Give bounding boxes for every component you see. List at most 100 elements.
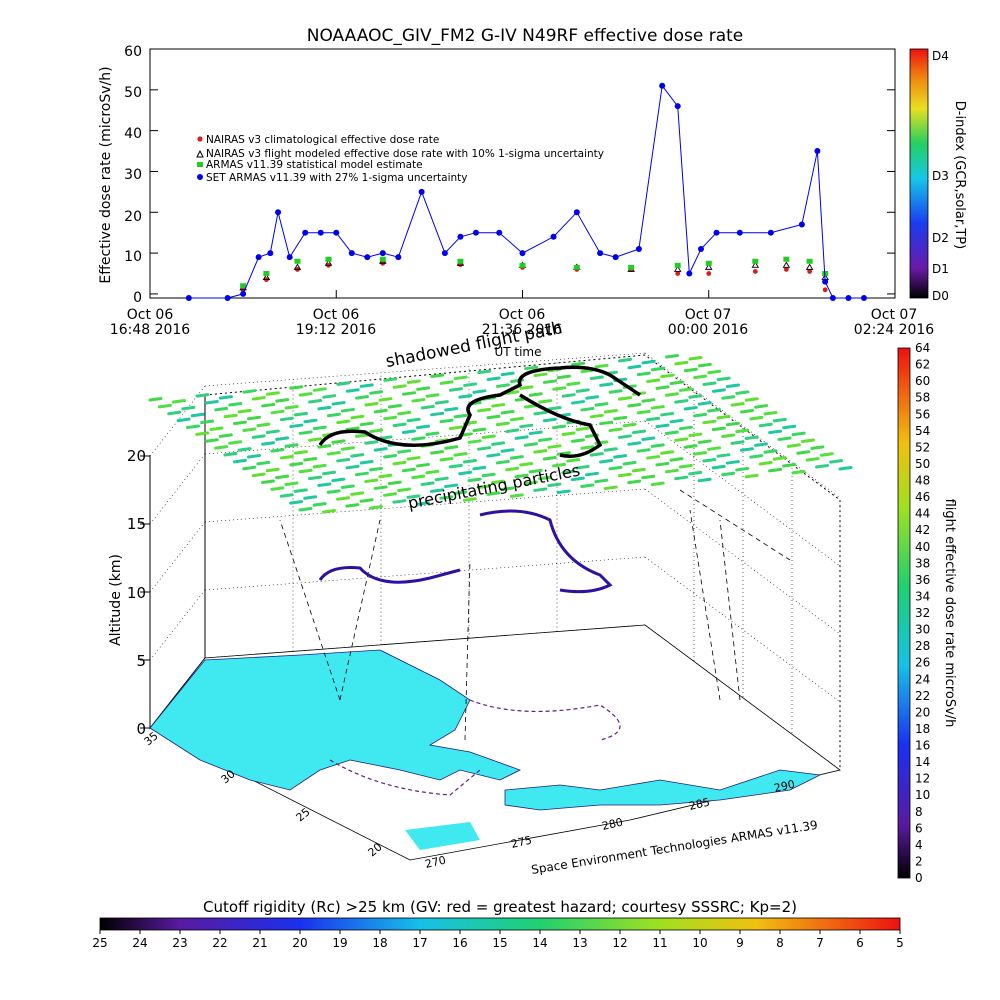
rigidity-tick-label: 10 xyxy=(692,936,707,950)
set-armas-point xyxy=(317,229,324,236)
mesh-cell xyxy=(326,489,341,494)
mesh-cell xyxy=(669,457,684,462)
mesh-cell xyxy=(429,488,444,493)
mesh-cell xyxy=(617,396,632,401)
mesh-cell xyxy=(406,379,421,384)
mesh-cell xyxy=(641,398,656,403)
mesh-cell xyxy=(603,408,618,414)
armas-model-point xyxy=(294,258,301,264)
mesh-cell xyxy=(561,431,576,436)
dose-rate-mesh xyxy=(148,353,853,514)
x-axis-label: UT time xyxy=(494,345,541,359)
longitude-tick: 280 xyxy=(601,816,624,833)
rigidity-tick-label: 22 xyxy=(212,936,227,950)
mesh-cell xyxy=(345,426,360,432)
mesh-cell xyxy=(796,450,811,455)
set-armas-line xyxy=(188,84,864,299)
legend-marker-nairas-clim xyxy=(197,136,203,142)
mesh-cell xyxy=(430,450,445,455)
dose-rate-tick: 52 xyxy=(915,440,930,454)
mesh-cell xyxy=(317,405,332,411)
mesh-cell xyxy=(336,381,351,386)
mesh-cell xyxy=(716,376,731,382)
set-armas-point xyxy=(829,295,836,301)
mesh-cell xyxy=(754,442,769,447)
y-axis-label: Effective dose rate (microSv/h) xyxy=(98,66,114,283)
mesh-cell xyxy=(660,450,675,455)
dose-rate-tick: 8 xyxy=(915,805,923,819)
mesh-cell xyxy=(279,416,294,422)
mesh-cell xyxy=(223,452,238,457)
set-armas-point xyxy=(798,221,805,228)
mesh-cell xyxy=(322,470,337,476)
mesh-cell xyxy=(279,493,294,498)
mesh-cell xyxy=(838,466,853,471)
dose-rate-tick: 34 xyxy=(915,589,930,603)
mesh-cell xyxy=(237,408,252,414)
set-armas-point xyxy=(736,229,743,236)
mesh-cell xyxy=(275,398,290,403)
mesh-cell xyxy=(547,406,562,411)
mesh-cell xyxy=(495,421,510,427)
mesh-cell xyxy=(345,503,360,508)
dose-rate-tick: 0 xyxy=(915,871,923,885)
rigidity-tick-label: 17 xyxy=(412,936,427,950)
mesh-cell xyxy=(674,475,689,481)
mesh-cell xyxy=(758,460,773,466)
mesh-cell xyxy=(557,374,572,380)
mesh-cell xyxy=(613,454,628,459)
mesh-cell xyxy=(369,428,384,434)
x-tick-date: Oct 06 xyxy=(127,307,174,323)
mesh-cell xyxy=(707,369,722,375)
mesh-cell xyxy=(444,445,459,450)
mesh-cell xyxy=(693,374,708,380)
mesh-cell xyxy=(580,445,595,450)
mesh-cell xyxy=(228,440,243,445)
map-3d-panel: shadowed flight path precipitating parti… xyxy=(140,318,853,861)
y-tick-label: 30 xyxy=(124,167,142,183)
mesh-cell xyxy=(242,389,257,394)
mesh-cell xyxy=(749,454,764,459)
mesh-cell xyxy=(148,397,163,402)
mesh-cell xyxy=(289,461,304,467)
dose-rate-tick: 10 xyxy=(915,788,930,802)
mesh-cell xyxy=(693,412,708,418)
dose-rate-tick: 16 xyxy=(915,739,930,753)
mesh-cell xyxy=(688,356,703,361)
mesh-cell xyxy=(660,373,675,379)
mesh-cell xyxy=(392,422,407,428)
legend-marker-set-armas xyxy=(197,174,203,180)
mesh-cell xyxy=(312,463,327,469)
dose-rate-tick: 12 xyxy=(915,772,930,786)
mesh-cell xyxy=(524,365,539,371)
d-index-tick: D1 xyxy=(932,262,949,276)
mesh-cell xyxy=(528,392,543,397)
mesh-cell xyxy=(603,485,618,491)
mesh-cell xyxy=(744,435,759,441)
mesh-cell xyxy=(505,390,520,395)
mesh-cell xyxy=(533,372,548,378)
mesh-cell xyxy=(533,410,548,416)
mesh-cell xyxy=(500,409,515,415)
mesh-cell xyxy=(580,406,595,412)
rigidity-tick-label: 7 xyxy=(816,936,824,950)
rigidity-tick-label: 18 xyxy=(372,936,387,950)
mesh-cell xyxy=(359,421,374,427)
mesh-cell xyxy=(336,457,351,463)
x-tick-date: Oct 07 xyxy=(685,307,731,323)
mesh-cell xyxy=(486,453,501,458)
flight-path-midlevel xyxy=(318,509,613,594)
mesh-cell xyxy=(505,428,520,434)
mesh-cell xyxy=(247,415,262,421)
mesh-cell xyxy=(383,492,398,497)
mesh-cell xyxy=(340,407,355,413)
mesh-cell xyxy=(401,429,416,434)
mesh-cell xyxy=(463,382,478,387)
mesh-cell xyxy=(425,431,440,437)
dose-rate-tick: 4 xyxy=(915,838,923,852)
mesh-cell xyxy=(528,430,543,436)
legend-entry: NAIRAS v3 flight modeled effective dose … xyxy=(206,148,604,160)
mesh-cell xyxy=(472,465,487,471)
y-tick-label: 10 xyxy=(124,249,142,265)
dose-rate-tick: 14 xyxy=(915,755,930,769)
